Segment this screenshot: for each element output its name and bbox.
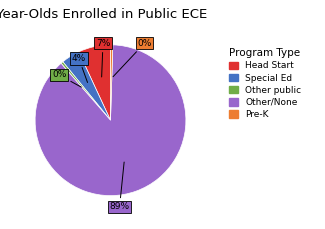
Text: Percent of 4-Year-Olds Enrolled in Public ECE: Percent of 4-Year-Olds Enrolled in Publi… (0, 8, 207, 21)
Text: 0%: 0% (113, 39, 152, 77)
Legend: Head Start, Special Ed, Other public, Other/None, Pre-K: Head Start, Special Ed, Other public, Ot… (226, 46, 304, 122)
Text: 7%: 7% (96, 39, 110, 77)
Wedge shape (111, 45, 113, 120)
Wedge shape (61, 62, 110, 120)
Wedge shape (79, 45, 110, 120)
Text: 4%: 4% (72, 54, 87, 82)
Wedge shape (63, 52, 110, 120)
Text: 0%: 0% (52, 71, 81, 87)
Wedge shape (35, 45, 186, 196)
Text: 89%: 89% (110, 162, 130, 211)
